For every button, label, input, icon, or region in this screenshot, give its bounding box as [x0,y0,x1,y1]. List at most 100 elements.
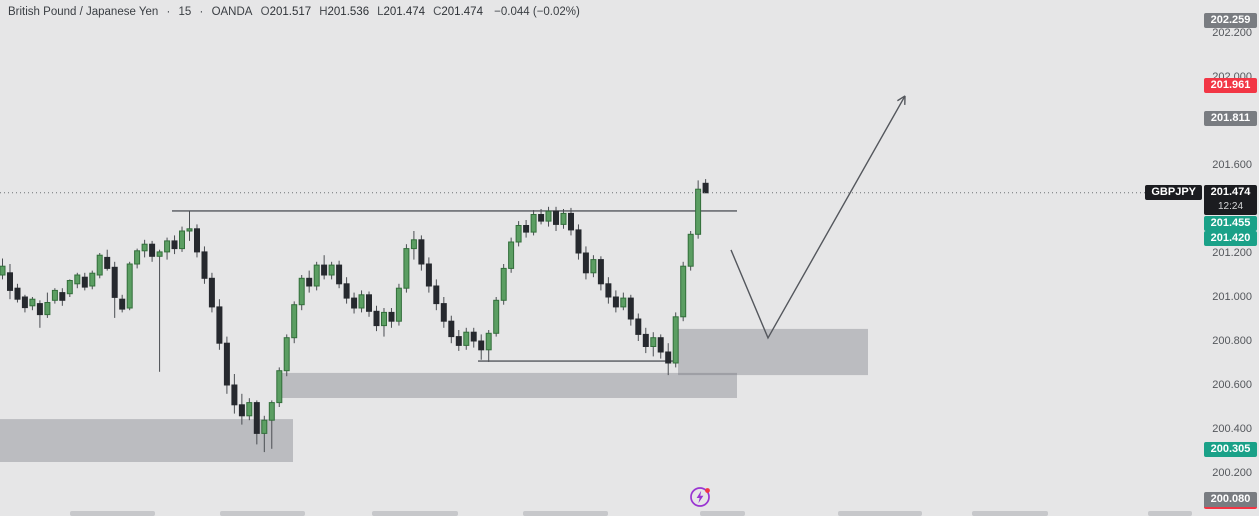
candle-body [126,263,133,309]
candle [74,272,81,289]
candle-body [21,296,28,309]
candle [149,240,156,262]
candle [523,220,530,238]
candle [141,239,148,258]
candle-body [620,297,627,308]
candle [51,288,58,304]
price-axis-badge: 202.259 [1204,12,1257,28]
candle-body [223,342,230,386]
candle-body [306,277,313,287]
candle-body [553,210,559,225]
candle-body [545,210,552,222]
candle-body [96,254,103,276]
supply-demand-zone[interactable] [0,419,293,462]
candle [96,253,103,279]
candle-body [470,331,477,342]
candle-body [81,276,88,288]
candle-body [642,333,649,347]
ohlc-pair: C201.474 [433,6,483,18]
candle [642,327,649,354]
candle [358,290,365,313]
candle [104,249,111,271]
time-axis-label-smudge [372,511,458,516]
candle-body [59,292,66,301]
candle-body [283,337,290,372]
candle [373,305,380,332]
candle [253,400,260,445]
candle-body [478,340,485,351]
candle [463,327,470,350]
candle [553,206,559,231]
time-axis-label-smudge [220,511,305,516]
candle-body [89,272,96,287]
candle-body [538,214,545,222]
candle [268,400,275,449]
separator: · [199,6,204,18]
candle-body [291,304,298,339]
candle-body [268,402,275,421]
candle [627,294,634,326]
candle-body [14,287,21,300]
candle [695,180,702,239]
symbol-price-label: GBPJPY [1145,185,1202,201]
candle-body [216,306,223,344]
candle-body [395,287,402,322]
price-axis-badge: 201.811 [1204,111,1257,127]
ohlc-values: O201.517 H201.536 L201.474 C201.474 [261,6,491,18]
candle-body [366,294,372,312]
candle-body [336,264,343,285]
candle-body [418,239,425,265]
price-axis-badge: 200.080 [1204,491,1257,509]
candle-body [186,228,193,232]
candle [672,312,679,368]
candle-body [612,296,619,308]
candle [702,179,709,194]
price-axis-tick: 200.200 [1212,466,1252,479]
flash-ideas-icon[interactable] [688,485,712,509]
candle [470,327,477,348]
candle-body [627,297,634,320]
candle [560,209,567,229]
candle-body [231,384,238,406]
time-axis-label-smudge [70,511,155,516]
price-axis-tick: 200.600 [1212,378,1252,391]
candle-body [358,294,365,309]
candle-body [171,240,178,250]
candle [7,264,13,300]
candle-body [680,265,687,318]
price-axis[interactable]: 202.200 202.000 201.600 201.200 201.000 200.8… [1200,0,1259,516]
candle [597,256,604,291]
candle-body [328,264,335,276]
candle [44,292,51,318]
projection-arrow[interactable] [730,95,906,340]
exchange-label[interactable]: OANDA [211,6,253,18]
candle [216,299,223,350]
candle [388,308,395,328]
candle-body [156,251,163,257]
candle [261,415,268,453]
candle [515,221,522,247]
candle [508,237,515,273]
symbol-title[interactable]: British Pound / Japanese Yen [8,6,159,18]
candle-body [582,252,589,274]
candle-body [261,419,268,434]
supply-demand-zone[interactable] [278,372,737,398]
candle-body [388,311,395,322]
supply-demand-zone[interactable] [678,328,868,376]
candle [283,334,290,377]
candle [164,237,171,260]
ohlc-pair: O201.517 [260,6,312,18]
candle-body [635,318,642,335]
candle-body [515,225,522,243]
candle-body [134,250,141,265]
interval-label[interactable]: 15 [178,6,192,18]
candle-body [74,274,81,285]
candle-body [373,310,380,327]
candle-body [672,316,679,364]
candle [665,343,672,376]
candle [500,264,507,305]
candle-body [433,285,440,305]
candle [485,330,492,362]
candle-body [238,404,245,417]
